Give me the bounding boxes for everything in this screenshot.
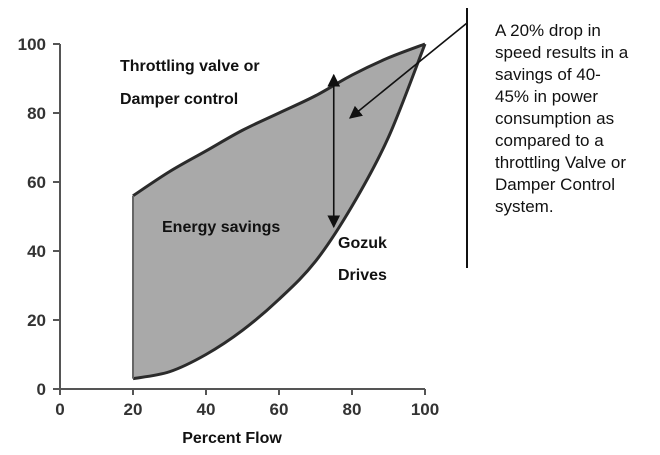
- note-line: system.: [495, 197, 554, 216]
- x-axis-title: Percent Flow: [182, 430, 282, 447]
- curves: [132, 42, 427, 381]
- note-line: consumption as: [495, 109, 614, 128]
- axes: [59, 44, 425, 390]
- note-pointer-arrow: [349, 22, 468, 119]
- note-line: speed results in a: [495, 43, 629, 62]
- note-line: A 20% drop in: [495, 21, 601, 40]
- x-tick-label: 20: [124, 400, 143, 419]
- energy-savings-label: Energy savings: [162, 219, 280, 236]
- note-line: throttling Valve or: [495, 153, 626, 172]
- throttling-curve: [132, 42, 426, 198]
- throttling-label-line2: Damper control: [120, 91, 238, 108]
- gozuk-label-line2: Drives: [338, 267, 387, 284]
- note-line: Damper Control: [495, 175, 615, 194]
- y-tick-label: 100: [18, 35, 46, 54]
- y-tick-label: 40: [27, 242, 46, 261]
- x-tick-label: 100: [411, 400, 439, 419]
- y-tick-label: 20: [27, 311, 46, 330]
- y-tick-label: 80: [27, 104, 46, 123]
- note-text: A 20% drop in speed results in a savings…: [495, 21, 629, 216]
- y-tick-label: 0: [37, 380, 46, 399]
- x-tick-label: 80: [343, 400, 362, 419]
- throttling-label-line1: Throttling valve or: [120, 58, 260, 75]
- x-tick-label: 40: [197, 400, 216, 419]
- energy-savings-fill: [133, 44, 425, 379]
- note-line: compared to a: [495, 131, 604, 150]
- tick-marks: [53, 43, 426, 395]
- energy-savings-area: [133, 44, 425, 379]
- x-tick-label: 0: [55, 400, 64, 419]
- gozuk-drives-curve: [132, 43, 427, 381]
- note-line: savings of 40-: [495, 65, 601, 84]
- note-line: 45% in power: [495, 87, 598, 106]
- tick-labels: 0 20 40 60 80 100 0 20 40 60 80 100: [18, 35, 440, 419]
- gozuk-label-line1: Gozuk: [338, 235, 387, 252]
- x-tick-label: 60: [270, 400, 289, 419]
- y-tick-label: 60: [27, 173, 46, 192]
